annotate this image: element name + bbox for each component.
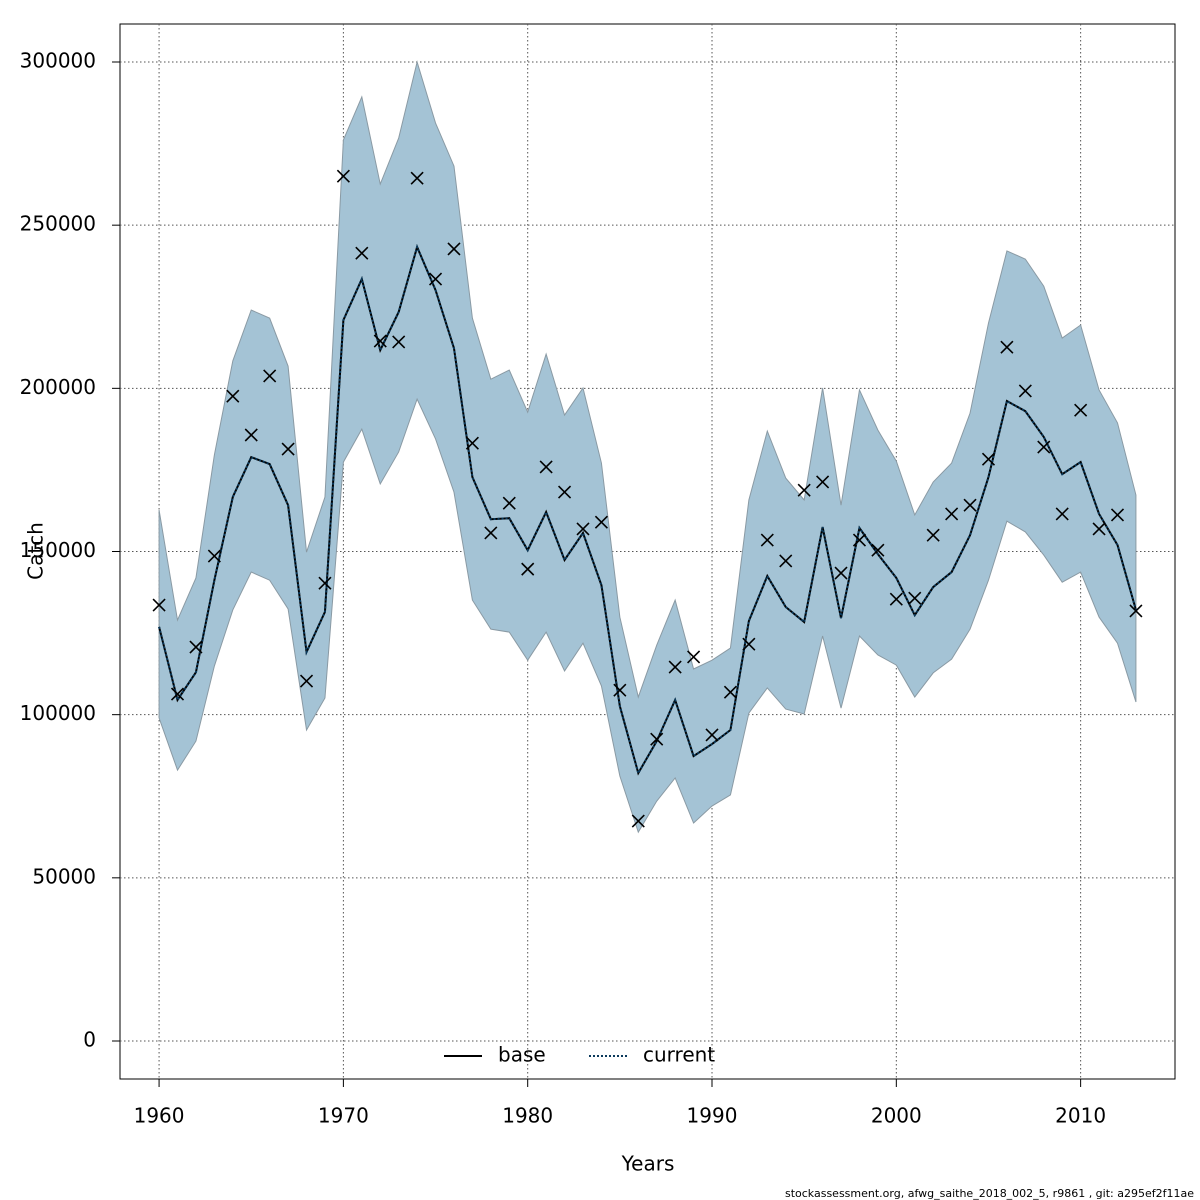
observed-point [613,683,627,697]
observed-point [926,528,940,542]
observed-point [410,171,424,185]
observed-point [687,650,701,664]
observed-point [318,576,332,590]
observed-point [945,507,959,521]
x-tick-label: 1960 [134,1104,185,1128]
y-tick-label: 50000 [32,864,96,888]
y-tick-label: 150000 [20,538,96,562]
observed-point [189,640,203,654]
observed-point [447,242,461,256]
observed-point [1000,340,1014,354]
observed-point [336,169,350,183]
y-axis-title: Catch [24,522,48,580]
observed-point [1092,522,1106,536]
observed-point [465,436,479,450]
y-tick-label: 200000 [20,375,96,399]
observed-point [373,334,387,348]
legend-label: current [643,1043,715,1067]
observed-point [723,685,738,699]
observed-point [170,687,185,701]
x-tick-label: 1990 [687,1104,738,1128]
confidence-band [158,60,1137,834]
x-tick-label: 1980 [502,1104,553,1128]
observed-point [631,814,645,828]
observed-point [484,526,498,540]
observed-point [1018,384,1032,398]
observed-point [557,485,572,499]
series-line [158,244,1137,776]
observed-point [355,246,369,260]
observed-point [889,592,903,606]
observed-point [1055,507,1069,521]
x-axis-title: Years [621,1152,675,1176]
observed-point [502,496,516,510]
observed-point [705,728,719,742]
footer: stockassessment.org, afwg_saithe_2018_00… [785,1187,1194,1200]
observed-point [852,533,867,547]
x-tick-label: 1970 [318,1104,369,1128]
legend-label: base [498,1043,546,1067]
y-tick-label: 100000 [20,701,96,725]
y-tick-label: 250000 [20,212,96,236]
observed-point [797,483,811,497]
observed-point [1074,403,1088,417]
observed-point [668,660,682,674]
observed-point [281,442,295,456]
observed-point [539,460,553,474]
observed-point [299,674,314,688]
observed-point [1129,604,1143,618]
observed-point [576,522,590,536]
observed-point [428,272,443,286]
observed-point [1037,440,1051,454]
observed-point [871,543,885,557]
observed-point [392,335,406,349]
observed-point [779,554,793,568]
observed-point [834,566,848,580]
observed-point [594,515,608,529]
observed-point [1110,508,1125,522]
observed-point [981,452,996,466]
observed-point [244,428,258,442]
y-tick-label: 0 [83,1027,96,1051]
observed-point [963,498,977,512]
observed-point [816,475,830,489]
y-tick-label: 300000 [20,49,96,73]
x-tick-label: 2010 [1055,1104,1106,1128]
observed-point [263,369,277,383]
observed-point [742,637,756,651]
observed-point [152,598,166,612]
observed-point [650,732,664,746]
observed-point [760,533,774,547]
observed-point [207,549,221,563]
x-tick-label: 2000 [871,1104,922,1128]
observed-point [908,591,922,605]
observed-point [521,562,535,576]
observed-point [226,389,240,403]
